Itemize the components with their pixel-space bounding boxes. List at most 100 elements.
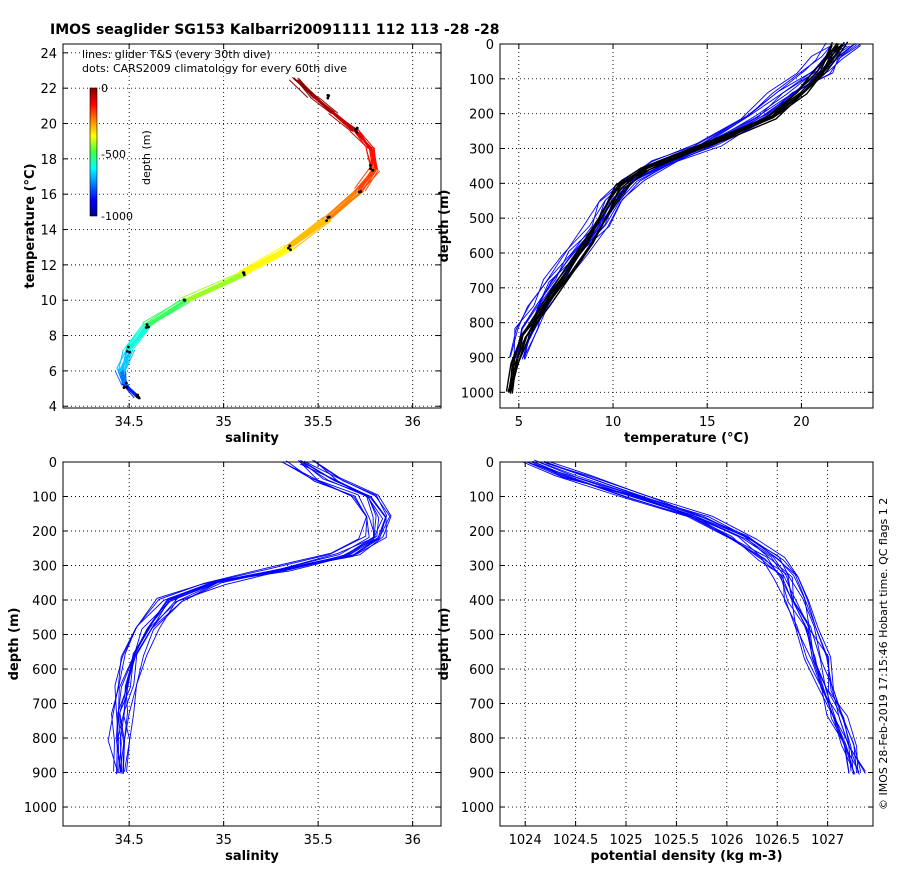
sal-depth-ytick-label-5: 500 xyxy=(32,629,57,644)
colorbar-tick-500: -500 xyxy=(101,148,126,161)
ts-ts-segment xyxy=(124,349,136,372)
ts-ytick-label-2: 8 xyxy=(49,330,57,345)
ts-ytick-label-1: 6 xyxy=(49,365,57,380)
ts-ts-segment xyxy=(354,169,374,192)
ts-climatology-dot xyxy=(371,168,375,172)
ts-xlabel: salinity xyxy=(225,431,279,446)
dens-depth-xtick-label-4: 1026 xyxy=(710,833,743,848)
sal-depth-profile-line xyxy=(111,461,368,772)
ts-ts-segment xyxy=(149,298,187,325)
timestamp-note: © IMOS 28-Feb-2019 17:15:46 Hobart time.… xyxy=(877,498,890,810)
temp-depth-profile-line xyxy=(516,45,837,359)
dens-depth-profile-line xyxy=(531,461,856,774)
ts-ts-segment xyxy=(349,130,370,150)
ts-climatology-dot xyxy=(125,349,129,353)
dens-depth-xtick-label-2: 1025 xyxy=(609,833,642,848)
colorbar-tick-1000: -1000 xyxy=(101,210,133,223)
ts-ts-segment xyxy=(327,189,360,219)
sal-depth-ytick-label-4: 400 xyxy=(32,594,57,609)
ts-panel: 34.5 35 35.5 36 4 6 8 10 12 14 16 18 20 22 24 salinity t… xyxy=(23,43,442,446)
ts-ts-segment xyxy=(117,350,124,372)
temp-depth-ytick-label-6: 600 xyxy=(469,247,494,262)
sal-depth-profile-line xyxy=(122,459,388,772)
ts-xtick-label-0: 34.5 xyxy=(115,415,144,430)
temp-depth-ytick-label-7: 700 xyxy=(469,282,494,297)
ts-ts-segment xyxy=(246,247,295,275)
ts-climatology-dot xyxy=(327,215,331,219)
ts-ts-segment xyxy=(315,98,337,115)
sal-depth-ytick-label-3: 300 xyxy=(32,560,57,575)
ts-ts-segment xyxy=(240,247,291,276)
ts-ts-segment xyxy=(123,350,134,372)
sal-depth-xtick-label-3: 36 xyxy=(404,833,421,848)
temp-depth-profile-line xyxy=(523,43,862,358)
dens-depth-ytick-label-5: 500 xyxy=(469,629,494,644)
dens-depth-profile-line xyxy=(527,461,854,772)
temperature-depth-panel: 5 10 15 2001002003004005006007008009001000t… xyxy=(437,38,874,446)
ts-ts-segment xyxy=(326,191,360,221)
ts-ytick-label-6: 16 xyxy=(40,188,57,203)
ts-ts-segment xyxy=(293,220,332,250)
dens-depth-xtick-label-0: 1024 xyxy=(509,833,542,848)
ts-ts-segment xyxy=(291,218,332,248)
sal-depth-profile-line xyxy=(116,460,375,775)
ts-ts-segment xyxy=(126,323,148,350)
temp-depth-profile-line xyxy=(521,41,845,360)
legend-note-dots: dots: CARS2009 climatology for every 60t… xyxy=(82,62,347,75)
temp-depth-profile-line xyxy=(523,44,857,356)
dens-depth-profile-line xyxy=(522,461,850,772)
ts-ts-segment xyxy=(186,274,244,302)
ts-ts-segment xyxy=(288,79,309,98)
dens-depth-profile-line xyxy=(546,462,859,774)
sal-depth-xtick-label-0: 34.5 xyxy=(115,833,144,848)
ts-ts-segment xyxy=(148,301,188,327)
ts-ytick-label-8: 20 xyxy=(40,118,57,133)
sal-depth-ytick-label-7: 700 xyxy=(32,698,57,713)
dens-depth-xtick-label-5: 1026.5 xyxy=(754,833,800,848)
ts-climatology-dot xyxy=(125,385,129,389)
ts-axes-frame xyxy=(62,43,442,409)
sal-depth-profile-line xyxy=(119,461,384,773)
ts-climatology-dot xyxy=(353,128,357,131)
temp-depth-ytick-label-3: 300 xyxy=(469,142,494,157)
ts-climatology-dot xyxy=(144,326,148,329)
density-depth-panel: 1024 1024.5 1025 1025.5 1026 1026.5 1027 0 100 20… xyxy=(437,456,874,864)
ts-ts-segment xyxy=(357,168,376,191)
sal-depth-profile-line xyxy=(116,460,387,774)
temp-depth-profile-line xyxy=(511,44,844,394)
temp-depth-ytick-label-4: 400 xyxy=(469,177,494,192)
temp-depth-profile-line xyxy=(505,41,834,392)
sal-depth-profile-line xyxy=(114,462,370,771)
dens-depth-ytick-label-3: 300 xyxy=(469,560,494,575)
temp-depth-profile-line xyxy=(507,42,838,393)
ts-ts-segment xyxy=(373,147,377,169)
dens-depth-xtick-label-3: 1025.5 xyxy=(654,833,700,848)
ts-climatology-dot xyxy=(124,381,128,385)
sal-depth-profile-line xyxy=(118,463,380,773)
ts-climatology-dot xyxy=(126,345,130,349)
dens-depth-ytick-label-9: 900 xyxy=(469,767,494,782)
ts-ts-segment xyxy=(235,247,286,275)
ts-ts-segment xyxy=(316,95,331,113)
dens-depth-xtick-label-1: 1024.5 xyxy=(553,833,599,848)
ts-climatology-dot xyxy=(368,164,372,167)
ts-ts-segment xyxy=(293,78,315,97)
dens-depth-profile-line xyxy=(550,461,862,772)
ts-ts-segment xyxy=(122,325,145,351)
ts-climatology-dot xyxy=(326,96,330,100)
ts-climatology-dot xyxy=(357,190,361,194)
temp-depth-ytick-label-8: 800 xyxy=(469,317,494,332)
ts-climatology-dot xyxy=(182,298,186,302)
dens-depth-xlabel: potential density (kg m-3) xyxy=(590,849,782,864)
sal-depth-profile-line xyxy=(126,462,392,772)
dens-depth-xtick-label-6: 1027 xyxy=(811,833,844,848)
dens-depth-ytick-label-8: 800 xyxy=(469,732,494,747)
temp-depth-ytick-label-0: 0 xyxy=(486,38,494,53)
temp-depth-ytick-label-5: 500 xyxy=(469,212,494,227)
ts-ytick-label-9: 22 xyxy=(40,82,57,97)
ts-xtick-label-1: 35 xyxy=(215,415,232,430)
sal-depth-xtick-label-2: 35.5 xyxy=(304,833,333,848)
temp-depth-xtick-label-1: 10 xyxy=(605,415,622,430)
dens-depth-profile-line xyxy=(532,461,855,775)
sal-depth-ytick-label-0: 0 xyxy=(49,456,57,471)
